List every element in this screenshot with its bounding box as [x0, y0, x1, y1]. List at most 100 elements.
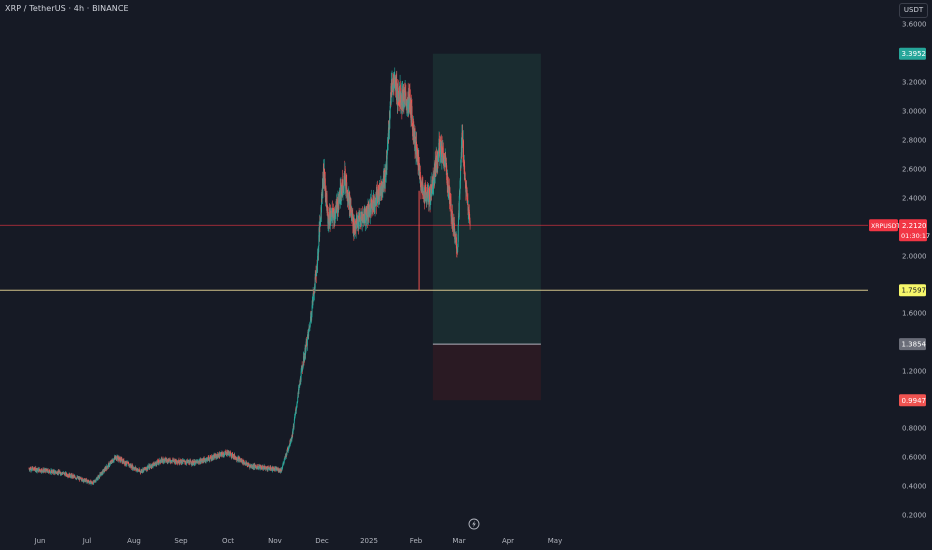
candle-body: [330, 210, 332, 222]
candle-body: [156, 462, 158, 465]
stop-loss-label-badge: [899, 394, 926, 407]
y-tick-label: 0.6000: [902, 454, 927, 462]
candle-body: [180, 459, 182, 461]
x-tick-label: Nov: [268, 537, 282, 545]
candle-body: [271, 468, 273, 470]
candle-body: [416, 148, 418, 162]
candle-body: [262, 466, 264, 470]
candle-body: [306, 336, 308, 346]
candle-body: [272, 467, 274, 470]
candle-body: [104, 467, 106, 471]
candle-body: [260, 465, 262, 469]
stop-loss-label: 0.9947: [902, 397, 927, 405]
candle-body: [71, 475, 73, 478]
candle-body: [278, 468, 280, 471]
candle-body: [430, 185, 432, 189]
candle-body: [374, 198, 376, 205]
y-tick-label: 3.6000: [902, 21, 927, 29]
candle-body: [424, 188, 426, 202]
candle-body: [125, 461, 127, 465]
candle-body: [295, 407, 297, 411]
candle-body: [438, 142, 440, 152]
candle-body: [85, 479, 87, 482]
candle-body: [450, 202, 452, 217]
candle-body: [102, 470, 104, 474]
y-tick-label: 1.2000: [902, 368, 927, 376]
candle-body: [399, 84, 401, 104]
candle-body: [358, 215, 360, 222]
candle-body: [102, 471, 104, 473]
candle-body: [391, 79, 393, 90]
y-tick-label: 0.8000: [902, 425, 927, 433]
candle-body: [284, 455, 286, 459]
x-tick-label: Jun: [34, 537, 46, 545]
y-tick-label: 2.4000: [902, 195, 927, 203]
lightning-bolt-glyph: [472, 520, 476, 528]
candle-body: [222, 453, 224, 456]
x-tick-label: Mar: [452, 537, 465, 545]
candle-body: [324, 178, 326, 198]
candle-body: [389, 101, 391, 118]
candle-body: [97, 477, 99, 479]
candle-body: [245, 462, 247, 465]
candle-body: [313, 292, 315, 296]
candle-body: [30, 470, 32, 471]
y-tick-label: 2.8000: [902, 137, 927, 145]
candle-body: [174, 460, 176, 464]
candle-body: [313, 292, 315, 294]
candle-body: [83, 480, 85, 482]
candle-body: [266, 468, 268, 470]
candle-body: [131, 465, 132, 468]
candle-body: [458, 196, 460, 217]
candle-body: [40, 469, 42, 472]
candle-body: [301, 365, 303, 368]
candle-body: [403, 89, 405, 102]
candle-body: [296, 402, 298, 404]
candle-body: [372, 197, 374, 210]
lightning-bolt-icon[interactable]: [468, 518, 480, 530]
candle-body: [275, 467, 277, 471]
x-tick-label: Aug: [127, 537, 141, 545]
candle-body: [297, 397, 299, 402]
candle-body: [31, 468, 33, 471]
candle-body: [189, 461, 191, 465]
y-tick-label: 2.6000: [902, 166, 927, 174]
candle-body: [462, 130, 464, 147]
candle-body: [383, 175, 385, 184]
candle-body: [244, 463, 246, 464]
candle-body: [277, 468, 279, 472]
candle-body: [370, 203, 371, 212]
candle-body: [223, 453, 225, 456]
candle-body: [199, 459, 201, 464]
candle-body: [423, 191, 425, 200]
candle-body: [408, 100, 410, 113]
candle-body: [106, 465, 108, 468]
candle-body: [37, 469, 39, 471]
candle-body: [434, 164, 436, 180]
candle-body: [379, 182, 381, 190]
candle-body: [364, 209, 366, 221]
candle-body: [365, 211, 366, 224]
candle-body: [95, 478, 97, 481]
candle-body: [184, 460, 186, 462]
candle-body: [59, 471, 61, 473]
candle-body: [109, 463, 111, 464]
currency-unit-button[interactable]: USDT: [899, 3, 928, 18]
candle-body: [373, 197, 375, 203]
candle-body: [319, 219, 321, 224]
candle-body: [59, 472, 61, 474]
candle-body: [321, 193, 322, 213]
candle-body: [217, 454, 219, 457]
candle-body: [387, 133, 389, 143]
candle-body: [414, 128, 416, 149]
candle-body: [230, 452, 232, 457]
candle-body: [141, 470, 143, 473]
candle-body: [377, 189, 379, 202]
candle-body: [232, 456, 234, 458]
candle-body: [209, 458, 211, 461]
candle-body: [221, 454, 223, 456]
candle-body: [54, 471, 56, 474]
candle-body: [268, 466, 270, 470]
candle-body: [144, 467, 146, 469]
